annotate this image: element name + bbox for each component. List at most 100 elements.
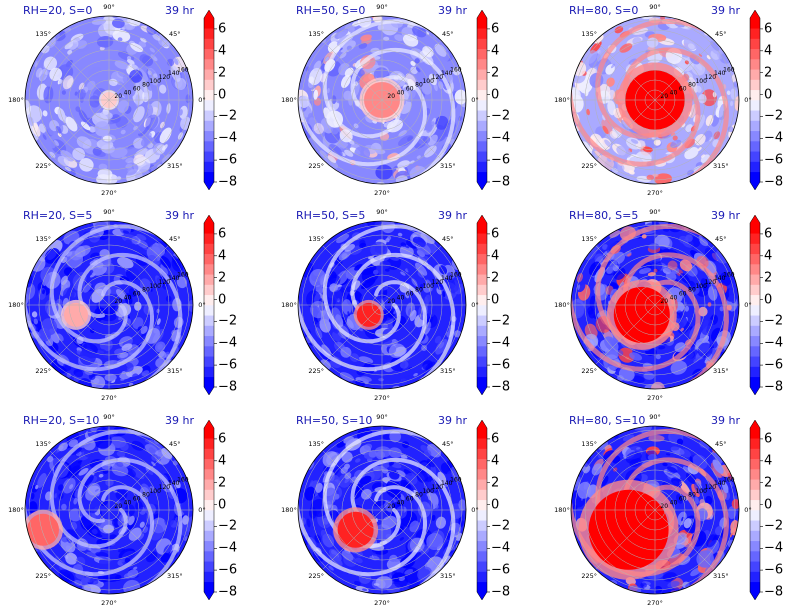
- field-patch: [422, 46, 434, 58]
- field-patch: [133, 448, 146, 461]
- colorbar: [476, 419, 490, 601]
- colorbar-segment: [477, 264, 487, 275]
- colorbar-extend-min: [204, 182, 214, 190]
- field-patch: [313, 123, 324, 135]
- polar-frame: [570, 220, 740, 390]
- field-patch: [355, 557, 363, 564]
- field-patch: [713, 131, 721, 140]
- field-patch: [55, 449, 60, 454]
- field-patch: [349, 353, 360, 362]
- field-patch: [309, 269, 326, 287]
- field-patch: [124, 504, 135, 517]
- field-patch: [185, 94, 191, 104]
- field-patch: [31, 311, 38, 318]
- angular-gridline: [595, 450, 656, 511]
- colorbar-segment: [204, 346, 214, 357]
- colorbar-segment: [750, 110, 760, 121]
- angular-tick-label: 0°: [198, 301, 206, 309]
- field-patch: [117, 70, 127, 77]
- field-patch: [375, 149, 386, 155]
- radial-tick-label: 80: [415, 492, 423, 499]
- angular-gridline: [108, 509, 169, 570]
- field-patch: [129, 69, 143, 83]
- field-patch: [667, 581, 680, 588]
- colorbar-tick-label: −4: [491, 335, 511, 351]
- colorbar-segment: [477, 110, 487, 121]
- field-patch: [655, 354, 661, 360]
- angular-tick-label: 270°: [101, 189, 117, 197]
- field-patch: [342, 299, 352, 315]
- colorbar-segment: [477, 510, 487, 521]
- field-patch: [705, 115, 714, 126]
- angular-tick-label: 0°: [744, 506, 752, 514]
- colorbar-segment: [750, 100, 760, 111]
- colorbar-segment: [477, 120, 487, 132]
- angular-tick-label: 270°: [374, 189, 390, 197]
- field-patch: [87, 66, 101, 78]
- colorbar-extend-max: [750, 420, 760, 428]
- radial-tick-label: 60: [133, 496, 141, 503]
- field-patch: [79, 46, 89, 53]
- angular-gridline: [381, 99, 442, 160]
- field-patch: [710, 41, 720, 51]
- field-patch: [640, 582, 647, 588]
- field-patch: [442, 290, 446, 298]
- angular-gridline: [108, 245, 169, 306]
- field-patch: [404, 291, 410, 299]
- panel-time-label: 39 hr: [165, 414, 194, 427]
- field-patch: [64, 554, 69, 559]
- field-patch: [715, 526, 723, 536]
- colorbar-tick-label: 2: [218, 475, 227, 491]
- colorbar-segment: [204, 315, 214, 326]
- angular-tick-label: 45°: [715, 440, 727, 449]
- radial-tick-label: 140: [714, 480, 726, 487]
- field-patch: [140, 37, 147, 43]
- radial-tick-label: 140: [441, 275, 453, 282]
- colorbar-segment: [477, 130, 487, 142]
- colorbar-tick-label: −4: [218, 335, 238, 351]
- radial-tick-label: 100: [695, 488, 707, 495]
- angular-gridline: [322, 99, 383, 160]
- angular-tick-label: 90°: [103, 413, 115, 421]
- field-patch: [375, 164, 393, 180]
- field-patch: [653, 268, 658, 273]
- field-patch: [328, 144, 343, 158]
- field-patch: [42, 274, 50, 286]
- field-patch: [683, 518, 692, 529]
- field-patch: [401, 441, 410, 449]
- radial-tick-label: 160: [450, 271, 462, 278]
- field-patch: [79, 348, 97, 366]
- field-patch: [160, 552, 171, 563]
- field-patch: [683, 34, 700, 51]
- field-patch: [646, 174, 655, 181]
- field-patch: [122, 362, 134, 373]
- colorbar-segment: [204, 274, 214, 285]
- field-patch: [344, 149, 354, 157]
- field-patch: [97, 574, 110, 583]
- field-patch: [41, 318, 58, 336]
- colorbar-tick-label: −4: [491, 130, 511, 146]
- colorbar-extend-max: [477, 420, 487, 428]
- radial-tick-label: 100: [422, 488, 434, 495]
- field-patch: [160, 256, 172, 269]
- field-patch: [729, 101, 734, 107]
- radial-tick-label: 140: [168, 480, 180, 487]
- field-patch: [127, 56, 132, 60]
- colorbar-segment: [750, 18, 760, 29]
- field-patch: [139, 521, 145, 528]
- field-patch: [35, 484, 39, 490]
- field-patch: [163, 544, 173, 555]
- field-patch: [719, 306, 724, 312]
- colorbar-segment: [477, 356, 487, 367]
- spiral-band: [49, 429, 167, 549]
- radial-tick-label: 140: [441, 480, 453, 487]
- field-patch: [434, 335, 442, 344]
- field-patch: [422, 351, 432, 360]
- angular-tick-label: 225°: [35, 366, 52, 375]
- spiral-band: [322, 224, 440, 344]
- field-patch: [398, 576, 406, 582]
- field-patch: [420, 445, 429, 452]
- radial-tick-label: 80: [415, 82, 423, 89]
